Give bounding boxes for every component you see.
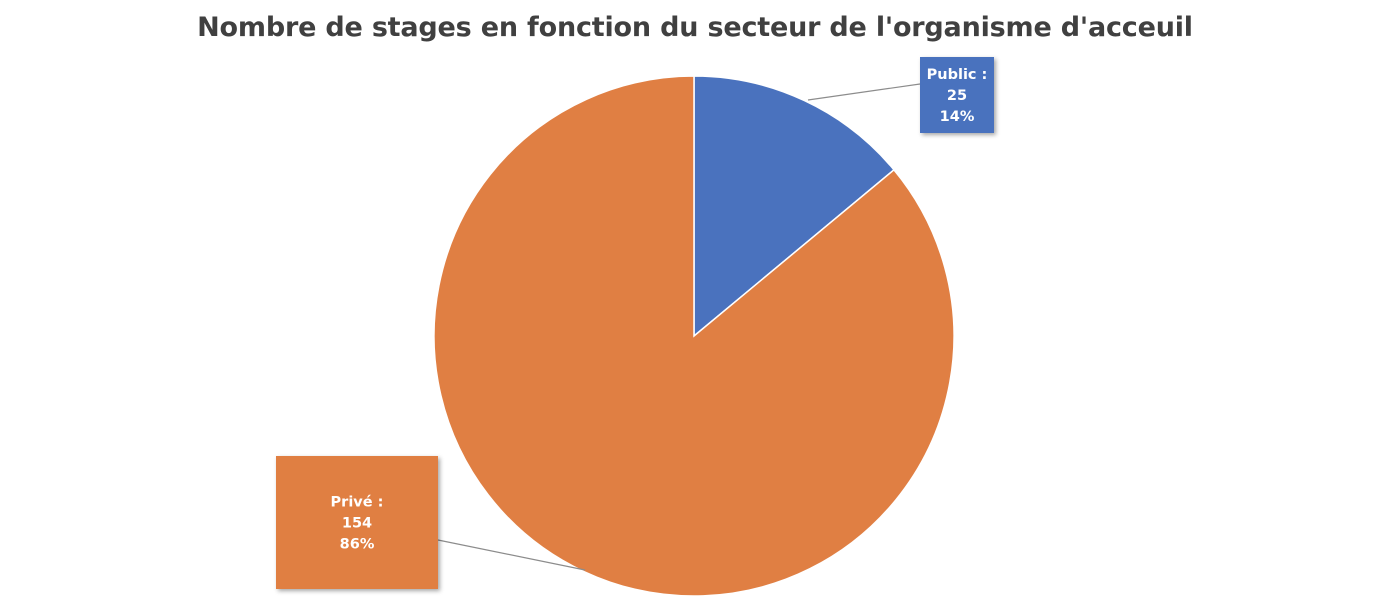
- data-label-category: Public :: [927, 67, 988, 83]
- chart-title: Nombre de stages en fonction du secteur …: [197, 12, 1193, 43]
- data-label-category: Privé :: [331, 495, 384, 511]
- pie-slice-priv: [433, 75, 955, 597]
- data-label-public: Public : 25 14%: [920, 57, 994, 133]
- data-label-box: [276, 456, 438, 589]
- data-label-percent: 14%: [940, 109, 975, 125]
- data-label-value: 25: [947, 88, 967, 104]
- data-label-value: 154: [342, 516, 372, 532]
- data-label-priv: Privé : 154 86%: [276, 456, 438, 589]
- data-label-percent: 86%: [340, 537, 375, 553]
- leader-line: [807, 83, 921, 101]
- pie-slice-public: [693, 75, 896, 338]
- data-label-box: [920, 57, 994, 133]
- leader-line: [437, 539, 586, 571]
